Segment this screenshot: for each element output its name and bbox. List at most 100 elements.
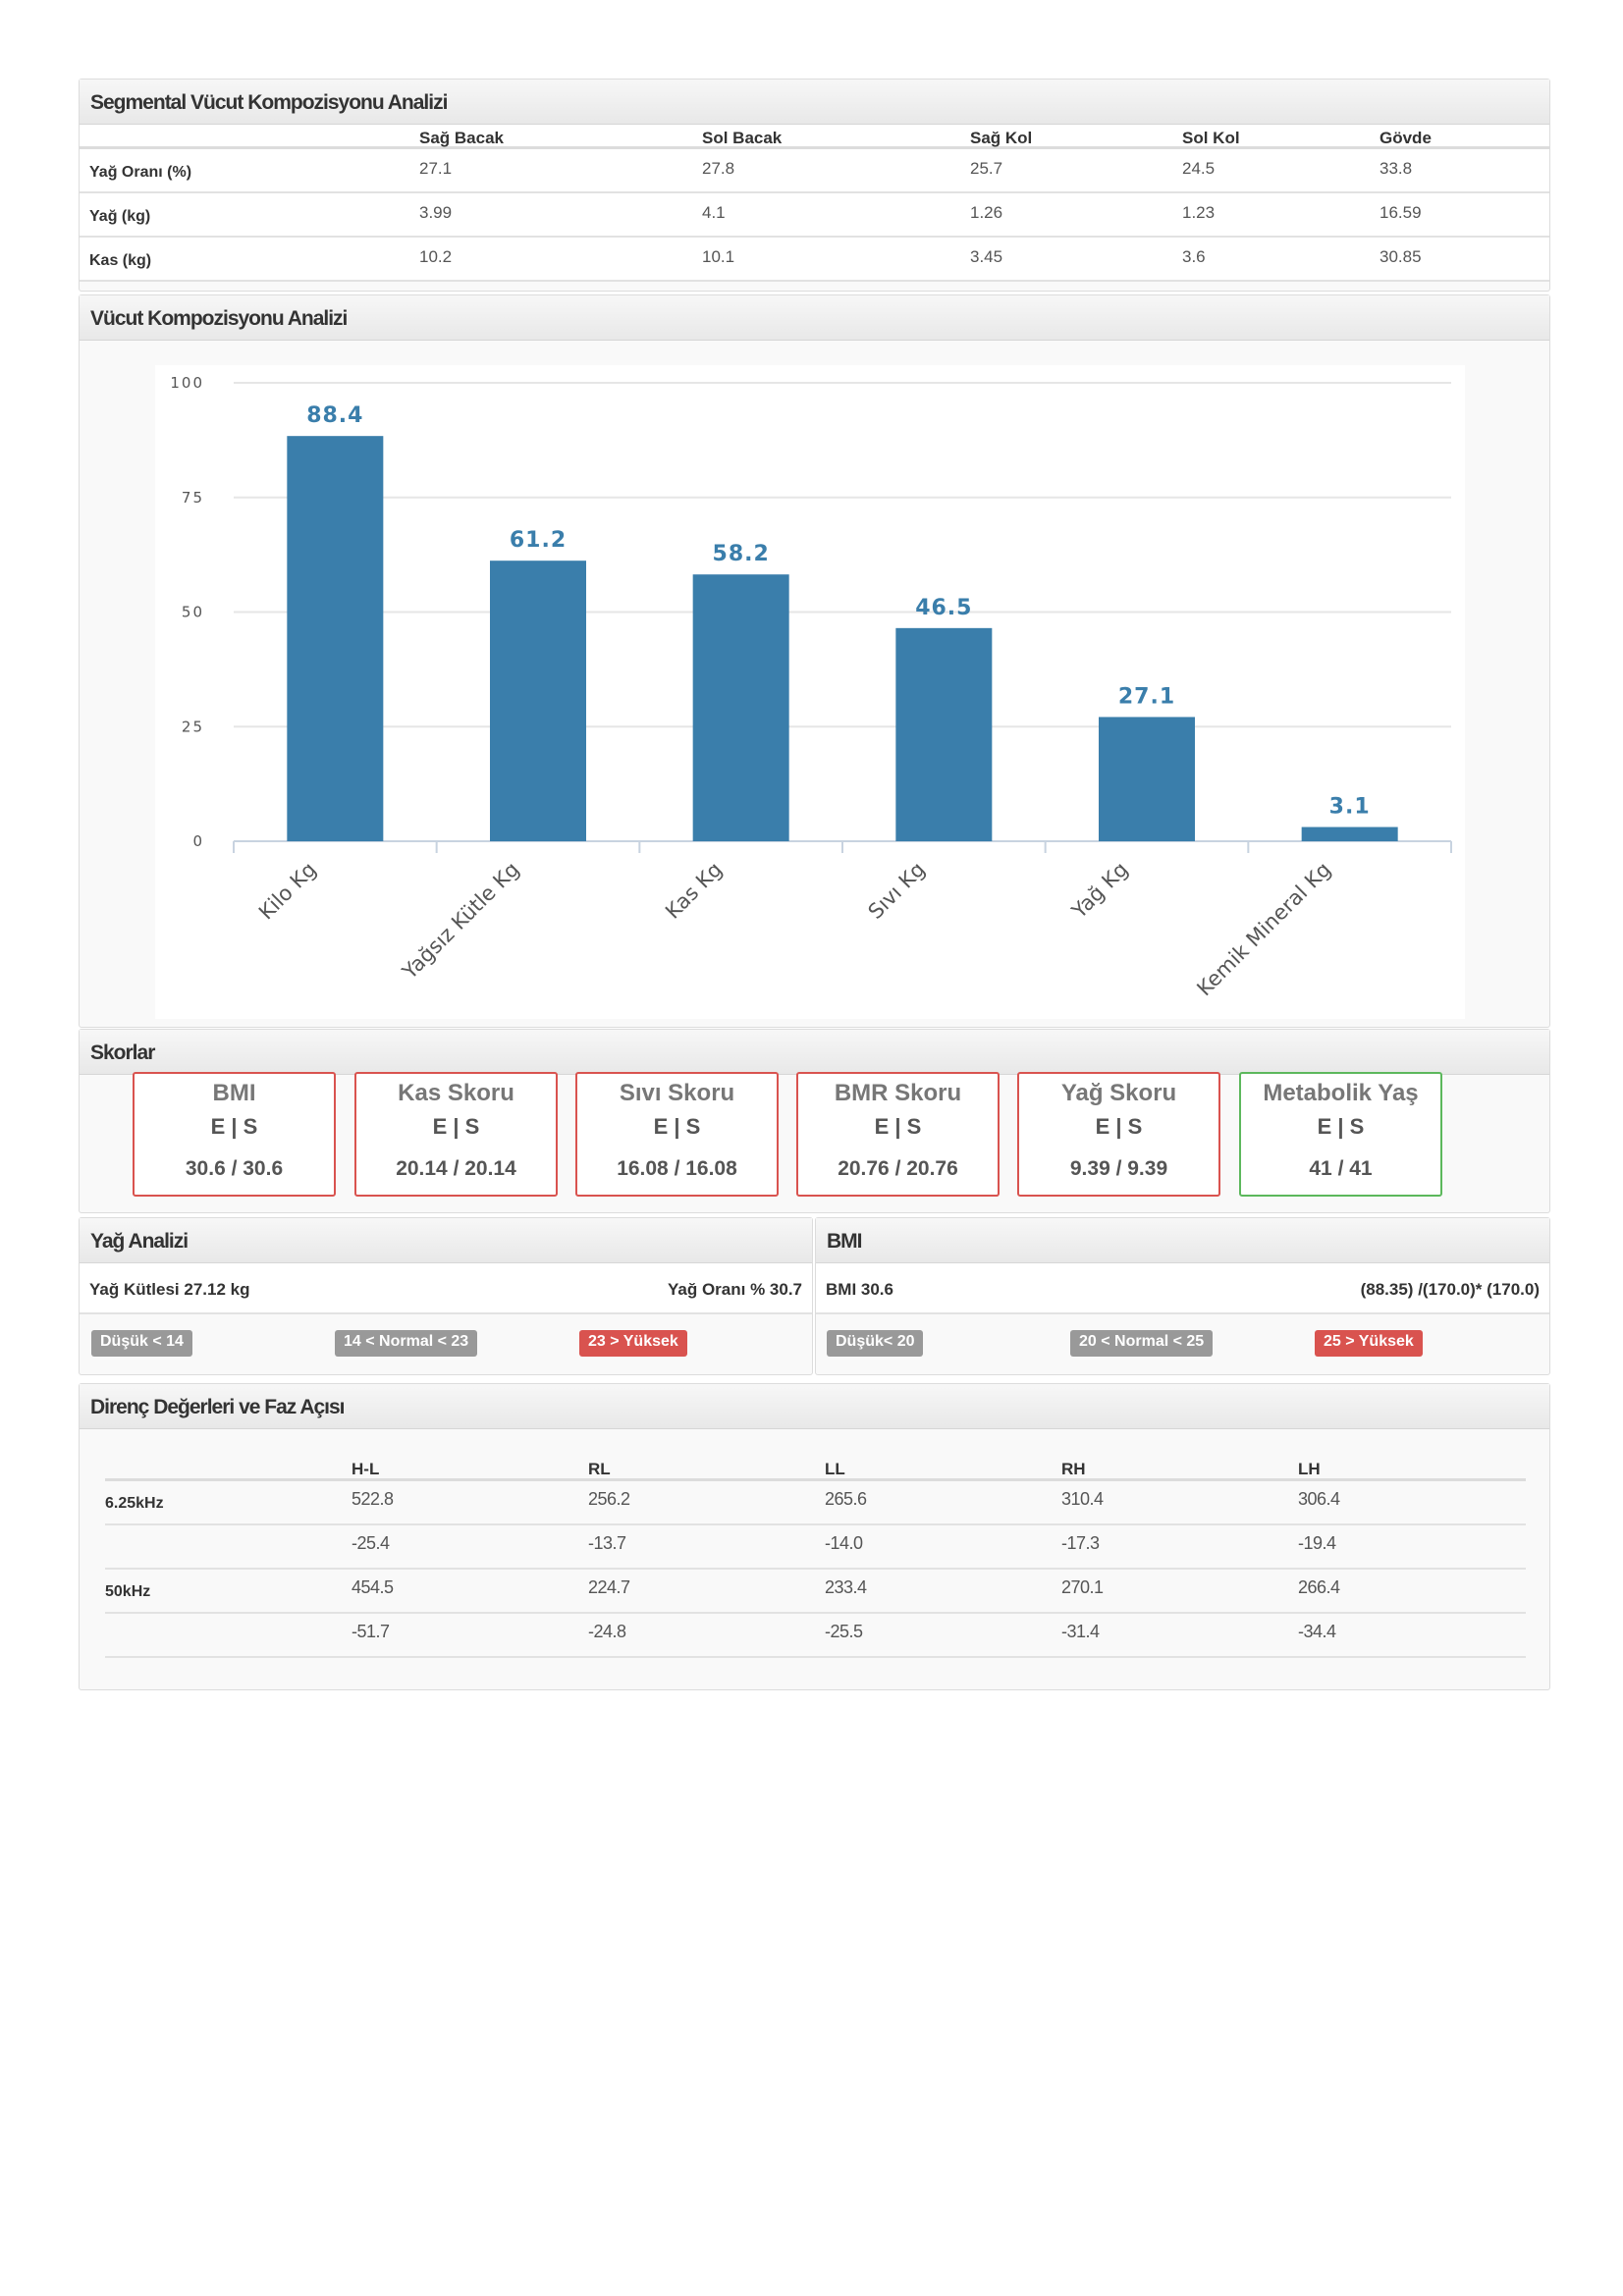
cell-value: 16.59 — [1380, 203, 1422, 222]
fat-title: Yağ Analizi — [80, 1218, 812, 1263]
score-value: 16.08 / 16.08 — [617, 1157, 737, 1180]
table-row: Yağ (kg) 3.99 4.1 1.26 1.23 16.59 — [80, 193, 1549, 238]
cell-value: 30.85 — [1380, 247, 1422, 266]
score-value: 30.6 / 30.6 — [185, 1157, 284, 1180]
bar-chart-svg: 0 25 50 75 100 88.4 Kilo Kg 61.2 Yağsız Kütle Kg… — [170, 374, 1452, 1001]
cell-value: 1.26 — [970, 203, 1003, 222]
score-title: BMI — [212, 1080, 256, 1106]
cell-value: 24.5 — [1182, 159, 1216, 178]
cell-value: 233.4 — [825, 1577, 867, 1597]
bar — [692, 574, 789, 841]
column-header: RH — [1061, 1460, 1086, 1478]
bmi-title: BMI — [816, 1218, 1549, 1263]
bar-value-label: 61.2 — [510, 528, 567, 553]
cell-value: -25.4 — [352, 1533, 390, 1553]
bar — [490, 561, 586, 841]
cell-value: 27.1 — [419, 159, 453, 178]
score-gender-label: E | S — [874, 1114, 922, 1139]
bmi-summary-row: BMI 30.6 (88.35) /(170.0)* (170.0) — [816, 1263, 1549, 1314]
bmi-panel: BMI BMI 30.6 (88.35) /(170.0)* (170.0) D… — [815, 1217, 1550, 1375]
score-card: BMI E | S 30.6 / 30.6 — [133, 1072, 336, 1197]
cell-value: 10.1 — [702, 247, 735, 266]
table-row: 6.25kHz 522.8 256.2 265.6 310.4 306.4 — [105, 1481, 1526, 1525]
bar-value-label: 58.2 — [713, 542, 770, 566]
score-card: Sıvı Skoru E | S 16.08 / 16.08 — [575, 1072, 779, 1197]
cell-value: 266.4 — [1298, 1577, 1340, 1597]
cell-value: 33.8 — [1380, 159, 1413, 178]
score-value: 20.76 / 20.76 — [838, 1157, 958, 1180]
score-value: 9.39 / 9.39 — [1069, 1157, 1168, 1180]
bar-value-label: 46.5 — [915, 596, 972, 620]
cell-value: -31.4 — [1061, 1622, 1100, 1641]
cell-value: 1.23 — [1182, 203, 1216, 222]
score-title: BMR Skoru — [834, 1080, 962, 1106]
score-gender-label: E | S — [432, 1114, 480, 1139]
cell-value: 265.6 — [825, 1489, 867, 1509]
composition-chart: 0 25 50 75 100 88.4 Kilo Kg 61.2 Yağsız Kütle Kg… — [155, 365, 1465, 1019]
bar — [1301, 827, 1398, 841]
bar-value-label: 27.1 — [1118, 684, 1175, 709]
cell-value: 306.4 — [1298, 1489, 1340, 1509]
score-gender-label: E | S — [1095, 1114, 1143, 1139]
fat-summary-row: Yağ Kütlesi 27.12 kg Yağ Oranı % 30.7 — [80, 1263, 812, 1314]
column-header: H-L — [352, 1460, 380, 1478]
row-label: 6.25kHz — [105, 1495, 164, 1512]
cell-value: -19.4 — [1298, 1533, 1336, 1553]
row-label: Yağ (kg) — [89, 208, 151, 225]
segmental-panel: Segmental Vücut Kompozisyonu Analizi Sağ… — [79, 79, 1550, 292]
score-value: 41 / 41 — [1309, 1157, 1373, 1180]
bmi-normal-badge: 20 < Normal < 25 — [1070, 1330, 1214, 1357]
category-label: Kas Kg — [661, 858, 727, 924]
bmi-formula-text: (88.35) /(170.0)* (170.0) — [1360, 1280, 1540, 1299]
score-card: BMR Skoru E | S 20.76 / 20.76 — [796, 1072, 1000, 1197]
bar — [287, 436, 384, 841]
fat-low-badge: Düşük < 14 — [91, 1330, 192, 1357]
table-row: -51.7 -24.8 -25.5 -31.4 -34.4 — [105, 1614, 1526, 1658]
column-header: LL — [825, 1460, 845, 1478]
impedance-panel: Direnç Değerleri ve Faz Açısı H-L RL LL … — [79, 1383, 1550, 1690]
y-tick-label: 50 — [182, 604, 204, 621]
score-title: Yağ Skoru — [1060, 1080, 1177, 1106]
segmental-title: Segmental Vücut Kompozisyonu Analizi — [80, 80, 1549, 125]
bar-value-label: 88.4 — [306, 403, 363, 428]
cell-value: -17.3 — [1061, 1533, 1100, 1553]
scores-title: Skorlar — [80, 1030, 1549, 1075]
cell-value: 522.8 — [352, 1489, 394, 1509]
y-tick-label: 100 — [170, 374, 204, 392]
bar — [1099, 717, 1195, 841]
cell-value: 25.7 — [970, 159, 1003, 178]
cell-value: 310.4 — [1061, 1489, 1104, 1509]
fat-panel: Yağ Analizi Yağ Kütlesi 27.12 kg Yağ Ora… — [79, 1217, 813, 1375]
row-label: Kas (kg) — [89, 252, 152, 269]
score-value: 20.14 / 20.14 — [396, 1157, 516, 1180]
category-label: Kemik Mineral Kg — [1192, 858, 1335, 1001]
bar — [895, 627, 993, 841]
category-label: Yağ Kg — [1066, 858, 1132, 924]
column-header: Sağ Kol — [970, 129, 1033, 147]
cell-value: 10.2 — [419, 247, 453, 266]
table-row: Yağ Oranı (%) 27.1 27.8 25.7 24.5 33.8 — [80, 149, 1549, 193]
cell-value: 270.1 — [1061, 1577, 1104, 1597]
fat-ratio-text: Yağ Oranı % 30.7 — [667, 1280, 802, 1299]
cell-value: -14.0 — [825, 1533, 863, 1553]
table-row: -25.4 -13.7 -14.0 -17.3 -19.4 — [105, 1525, 1526, 1570]
column-header: Sağ Bacak — [419, 129, 504, 147]
score-card: Metabolik Yaş E | S 41 / 41 — [1239, 1072, 1442, 1197]
score-gender-label: E | S — [1317, 1114, 1365, 1139]
bmi-value-text: BMI 30.6 — [826, 1280, 893, 1299]
category-label: Kilo Kg — [254, 858, 321, 925]
bmi-low-badge: Düşük< 20 — [827, 1330, 924, 1357]
y-tick-label: 0 — [192, 832, 204, 850]
fat-normal-badge: 14 < Normal < 23 — [335, 1330, 478, 1357]
cell-value: 4.1 — [702, 203, 726, 222]
column-header: Gövde — [1380, 129, 1432, 147]
score-title: Sıvı Skoru — [619, 1080, 735, 1106]
impedance-header-row: H-L RL LL RH LH — [105, 1460, 1526, 1481]
y-tick-label: 75 — [182, 489, 204, 507]
category-label: Sıvı Kg — [864, 858, 930, 924]
score-card: Kas Skoru E | S 20.14 / 20.14 — [354, 1072, 558, 1197]
score-title: Metabolik Yaş — [1263, 1080, 1419, 1106]
cell-value: 3.99 — [419, 203, 453, 222]
cell-value: -24.8 — [588, 1622, 626, 1641]
column-header: Sol Bacak — [702, 129, 783, 147]
